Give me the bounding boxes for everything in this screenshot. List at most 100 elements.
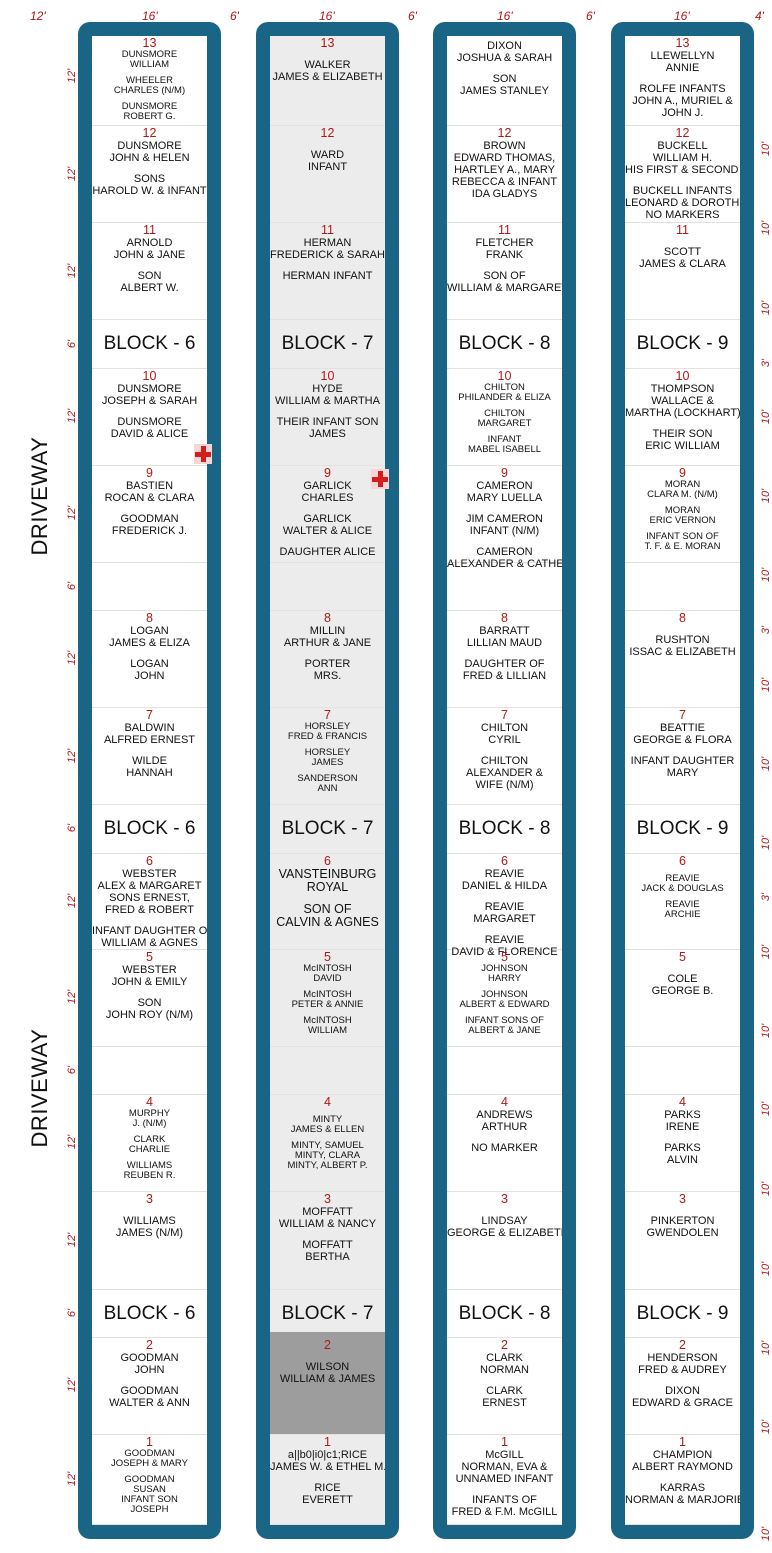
- lot-number: 10: [675, 369, 690, 383]
- lot-7[interactable]: 7 CHILTON CYRIL CHILTON ALEXANDER & WIFE (N/M…: [447, 708, 562, 805]
- lot-text: JAMES & ELLEN: [290, 1124, 365, 1135]
- lot-number: 12: [142, 126, 157, 140]
- lot-5[interactable]: 5 COLE GEORGE B.: [625, 950, 740, 1047]
- lot-text: JOHN: [134, 670, 165, 682]
- grave-marker-icon[interactable]: [371, 469, 389, 489]
- lot-13[interactable]: 13 LLEWELLYN ANNIE ROLFE INFANTS JOHN A., MU…: [625, 36, 740, 126]
- lot-5[interactable]: 5 McINTOSH DAVID McINTOSH PETER & ANNIE McINT…: [270, 950, 385, 1047]
- dimension-label: 10': [760, 409, 772, 425]
- lot-3[interactable]: 3 WILLIAMS JAMES (N/M): [92, 1192, 207, 1290]
- lot-text: WILLIAM & AGNES: [101, 937, 198, 949]
- lot-4[interactable]: 4 PARKS IRENE PARKS ALVIN: [625, 1095, 740, 1192]
- dimension-label: 16': [319, 9, 335, 23]
- lot-3[interactable]: 3 MOFFATT WILLIAM & NANCY MOFFATT BERTHA: [270, 1192, 385, 1290]
- lot-text: LOGAN: [130, 625, 169, 637]
- lot-11[interactable]: 11 ARNOLD JOHN & JANE SON ALBERT W.: [92, 223, 207, 320]
- lot-text: ARTHUR: [481, 1121, 528, 1133]
- block-9-column: 13 LLEWELLYN ANNIE ROLFE INFANTS JOHN A., MU…: [611, 22, 754, 1539]
- lot-1[interactable]: 1 McGILL NORMAN, EVA & UNNAMED INFANT INFANT…: [447, 1435, 562, 1525]
- lot-text: DAVID & FLORENCE: [451, 946, 558, 958]
- lot-number: 12: [497, 126, 512, 140]
- lot-4[interactable]: 4 MURPHY J. (N/M) CLARK CHARLIE WILLIAMS REUBE…: [92, 1095, 207, 1192]
- lot-2[interactable]: 2 HENDERSON FRED & AUDREY DIXON EDWARD & GRA…: [625, 1338, 740, 1435]
- lot-number: 6: [324, 854, 331, 868]
- lot-text: McINTOSH: [303, 989, 352, 1000]
- lot-2[interactable]: 2 CLARK NORMAN CLARK ERNEST: [447, 1338, 562, 1435]
- lot-text: SON: [137, 270, 162, 282]
- lot-6[interactable]: 6 REAVIE JACK & DOUGLAS REAVIE ARCHIE: [625, 854, 740, 950]
- dimension-label: 3': [760, 358, 772, 368]
- lot-text: BROWN: [483, 140, 526, 152]
- lot-12[interactable]: 12 BROWN EDWARD THOMAS, HARTLEY A., MARY REB…: [447, 126, 562, 223]
- lot-6[interactable]: 6 REAVIE DANIEL & HILDA REAVIE MARGARET REAVI…: [447, 854, 562, 958]
- lot-text: SON OF: [303, 902, 352, 916]
- lot-9[interactable]: 9 MORAN CLARA M. (N/M) MORAN ERIC VERNON INFA…: [625, 466, 740, 563]
- lot-text: CHILTON: [480, 722, 529, 734]
- lot-7[interactable]: 7 HORSLEY FRED & FRANCIS HORSLEY JAMES SANDER…: [270, 708, 385, 805]
- grave-marker-icon[interactable]: [194, 444, 212, 464]
- lot-11[interactable]: 11 SCOTT JAMES & CLARA: [625, 223, 740, 320]
- lot-4[interactable]: 4 ANDREWS ARTHUR NO MARKER: [447, 1095, 562, 1192]
- lot-4[interactable]: 4 MINTY JAMES & ELLEN MINTY, SAMUEL MINTY, C…: [270, 1095, 385, 1192]
- lot-11[interactable]: 11 FLETCHER FRANK SON OF WILLIAM & MARGARET: [447, 223, 562, 320]
- lot-3[interactable]: 3 LINDSAY GEORGE & ELIZABETH: [447, 1192, 562, 1290]
- lot-x[interactable]: DIXON JOSHUA & SARAH SON JAMES STANLEY: [447, 36, 562, 126]
- lot-5[interactable]: 5 WEBSTER JOHN & EMILY SON JOHN ROY (N/M): [92, 950, 207, 1047]
- lot-11[interactable]: 11 HERMAN FREDERICK & SARAH HERMAN INFANT: [270, 223, 385, 320]
- lot-text: THEIR SON: [652, 428, 713, 440]
- lot-8[interactable]: 8 MILLIN ARTHUR & JANE PORTER MRS.: [270, 611, 385, 708]
- lot-text: ALBERT & EDWARD: [459, 999, 550, 1010]
- lot-text: PARKS: [664, 1109, 701, 1121]
- lot-text: BERTHA: [305, 1251, 350, 1263]
- lot-6[interactable]: 6 VANSTEINBURG ROYAL SON OF CALVIN & AGNES: [270, 854, 385, 950]
- lot-text: SON: [137, 997, 162, 1009]
- lot-text: INFANT: [487, 434, 522, 445]
- dimension-label: 12': [66, 893, 78, 909]
- lot-10[interactable]: 10 THOMPSON WALLACE & MARTHA (LOCKHART) THEI…: [625, 369, 740, 466]
- lot-8[interactable]: 8 BARRATT LILLIAN MAUD DAUGHTER OF FRED & LI…: [447, 611, 562, 708]
- lot-text: CLARK: [133, 1134, 166, 1145]
- lot-7[interactable]: 7 BALDWIN ALFRED ERNEST WILDE HANNAH: [92, 708, 207, 805]
- lot-text: ARNOLD: [126, 237, 173, 249]
- lot-6[interactable]: 6 WEBSTER ALEX & MARGARET SONS ERNEST, FRED …: [92, 854, 207, 950]
- lot-8[interactable]: 8 LOGAN JAMES & ELIZA LOGAN JOHN: [92, 611, 207, 708]
- lot-text: CAMERON: [476, 546, 533, 558]
- lot-3[interactable]: 3 PINKERTON GWENDOLEN: [625, 1192, 740, 1290]
- dimension-label: 6': [66, 1065, 78, 1075]
- lot-1[interactable]: 1 GOODMAN JOSEPH & MARY GOODMAN SUSAN INFANT …: [92, 1435, 207, 1525]
- lot-text: HANNAH: [126, 767, 173, 779]
- lot-2[interactable]: 2 GOODMAN JOHN GOODMAN WALTER & ANN: [92, 1338, 207, 1435]
- empty-row: [270, 1047, 385, 1095]
- lot-text: JOHN J.: [661, 107, 704, 119]
- lot-text: GARLICK: [303, 513, 352, 525]
- lot-1[interactable]: 1 a||b0|i0|c1;RICE JAMES W. & ETHEL M. RICE…: [270, 1435, 385, 1525]
- lot-12[interactable]: 12 WARD INFANT: [270, 126, 385, 223]
- lot-9[interactable]: 9 GARLICK CHARLES GARLICK WALTER & ALICE DAUG…: [270, 466, 385, 563]
- lot-10[interactable]: 10 HYDE WILLIAM & MARTHA THEIR INFANT SON JA…: [270, 369, 385, 466]
- block-label: BLOCK - 9: [625, 805, 740, 854]
- lot-text: CHILTON: [480, 755, 529, 767]
- shaded-lot: [270, 1332, 385, 1434]
- lot-text: ALVIN: [667, 1154, 698, 1166]
- lot-5[interactable]: 5 JOHNSON HARRY JOHNSON ALBERT & EDWARD INFAN…: [447, 950, 562, 1047]
- lot-9[interactable]: 9 BASTIEN ROCAN & CLARA GOODMAN FREDERICK J.: [92, 466, 207, 563]
- lot-13[interactable]: 13 WALKER JAMES & ELIZABETH: [270, 36, 385, 126]
- lot-8[interactable]: 8 RUSHTON ISSAC & ELIZABETH: [625, 611, 740, 708]
- lot-10[interactable]: 10 CHILTON PHILANDER & ELIZA CHILTON MARGARE…: [447, 369, 562, 466]
- dimension-label: 10': [760, 1340, 772, 1356]
- lot-2[interactable]: 2 WILSON WILLIAM & JAMES: [270, 1332, 385, 1435]
- lot-7[interactable]: 7 BEATTIE GEORGE & FLORA INFANT DAUGHTER MAR…: [625, 708, 740, 805]
- lot-text: MARTHA (LOCKHART): [625, 407, 740, 419]
- lot-text: WALTER & ANN: [109, 1397, 190, 1409]
- lot-13[interactable]: 13 DUNSMORE WILLIAM WHEELER CHARLES (N/M) DUN…: [92, 36, 207, 126]
- lot-text: GOODMAN: [120, 1385, 179, 1397]
- lot-10[interactable]: 10 DUNSMORE JOSEPH & SARAH DUNSMORE DAVID & …: [92, 369, 207, 466]
- lot-1[interactable]: 1 CHAMPION ALBERT RAYMOND KARRAS NORMAN & MA…: [625, 1435, 740, 1525]
- dimension-label: 16': [497, 9, 513, 23]
- lot-text: DAVID & ALICE: [110, 428, 189, 440]
- lot-12[interactable]: 12 DUNSMORE JOHN & HELEN SONS HAROLD W. & IN…: [92, 126, 207, 223]
- lot-text: WILDE: [132, 755, 167, 767]
- lot-9[interactable]: 9 CAMERON MARY LUELLA JIM CAMERON INFANT (N/…: [447, 466, 562, 570]
- lot-text: DIXON: [665, 1385, 700, 1397]
